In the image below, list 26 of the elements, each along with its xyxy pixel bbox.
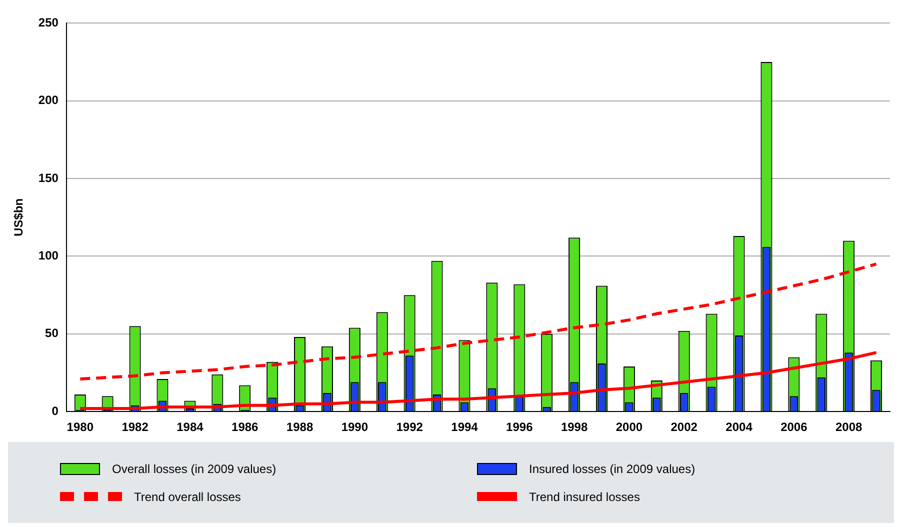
x-tick-label: 2000	[616, 420, 643, 434]
x-tick-label: 2004	[726, 420, 753, 434]
y-tick-label: 150	[38, 170, 59, 185]
y-tick-label: 250	[38, 16, 59, 30]
x-tick-label: 1982	[122, 420, 149, 434]
x-tick-label: 2002	[670, 420, 698, 434]
y-axis-title: US$bn	[12, 198, 26, 236]
x-tick-label: 1986	[232, 420, 259, 434]
x-tick-label: 1988	[286, 420, 314, 434]
y-tick-label: 50	[45, 326, 59, 340]
x-tick-label: 2006	[780, 420, 808, 434]
x-tick-label: 1994	[451, 420, 478, 434]
y-tick-label: 100	[38, 248, 59, 263]
x-tick-label: 1998	[560, 420, 588, 434]
x-tick-label: 1980	[66, 420, 94, 434]
y-tick-label: 200	[38, 93, 59, 108]
x-tick-label: 1996	[506, 420, 534, 434]
legend-label: Trend overall losses	[134, 490, 241, 504]
legend-label: Trend insured losses	[529, 490, 640, 504]
legend-label: Overall losses (in 2009 values)	[112, 462, 276, 476]
x-tick-label: 1990	[341, 420, 368, 434]
legend-label: Insured losses (in 2009 values)	[529, 462, 696, 476]
y-tick-label: 0	[52, 404, 59, 418]
x-tick-label: 1992	[396, 420, 424, 434]
x-tick-label: 2008	[835, 420, 862, 434]
x-tick-label: 1984	[176, 420, 204, 434]
